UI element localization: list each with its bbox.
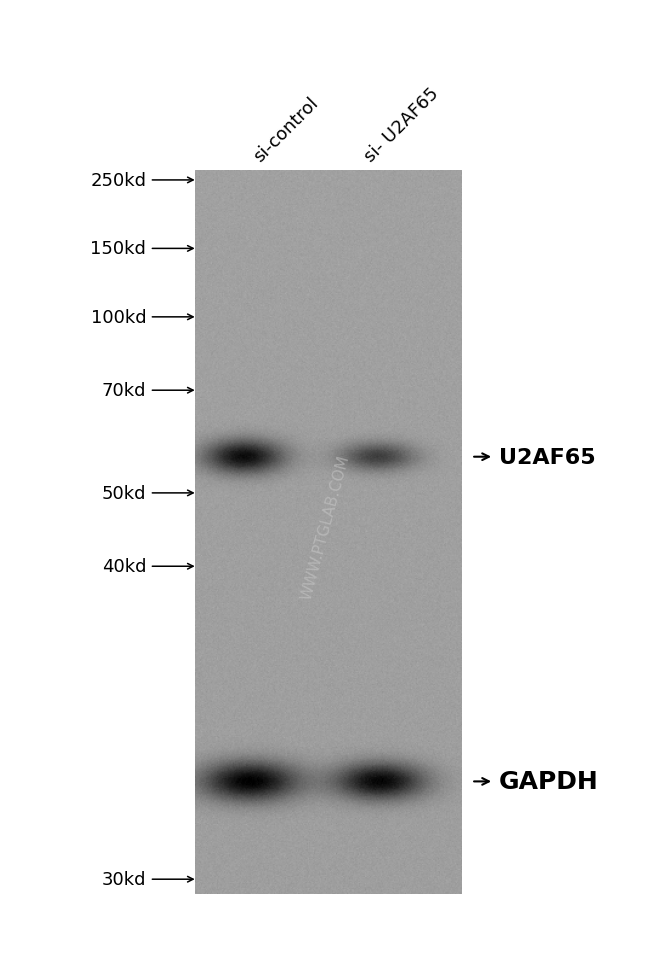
Text: 40kd: 40kd: [102, 558, 146, 575]
Text: WWW.PTGLAB.COM: WWW.PTGLAB.COM: [298, 453, 352, 602]
Text: 150kd: 150kd: [90, 240, 146, 258]
Text: U2AF65: U2AF65: [499, 447, 596, 467]
Text: si-control: si-control: [250, 95, 322, 166]
Text: 250kd: 250kd: [90, 172, 146, 190]
Text: si- U2AF65: si- U2AF65: [361, 85, 443, 166]
Text: 100kd: 100kd: [90, 309, 146, 326]
Text: 70kd: 70kd: [102, 382, 146, 400]
Text: 50kd: 50kd: [102, 485, 146, 502]
Text: GAPDH: GAPDH: [499, 770, 599, 793]
Text: 30kd: 30kd: [102, 871, 146, 888]
